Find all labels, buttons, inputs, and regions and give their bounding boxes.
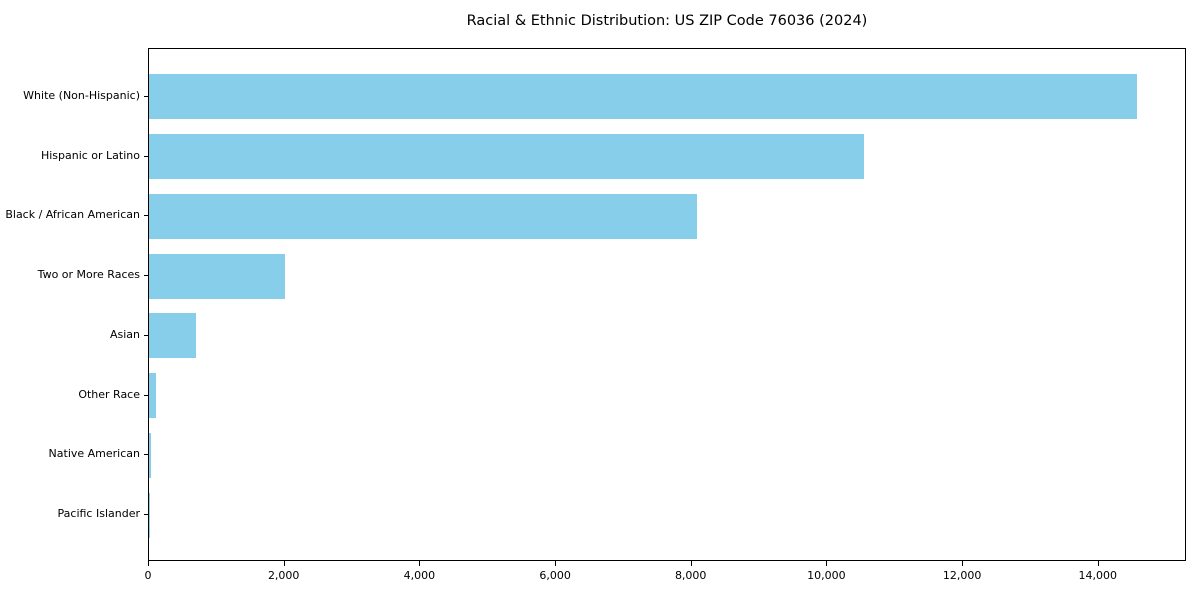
x-tick-label: 6,000 [539, 569, 571, 582]
x-tick-label: 4,000 [403, 569, 436, 582]
bar-asian [149, 313, 196, 359]
x-tick [419, 561, 421, 566]
x-tick-label: 8,000 [674, 569, 707, 582]
y-tick-label: Native American [48, 447, 140, 461]
bar-black-african-american [149, 193, 698, 239]
x-tick-label: 14,000 [1078, 569, 1118, 582]
y-tick [144, 95, 148, 97]
y-tick-label: Black / African American [5, 208, 140, 222]
bar-hispanic-or-latino [149, 134, 865, 180]
bar-white-non-hispanic [149, 74, 1138, 120]
x-tick [962, 561, 964, 566]
y-tick [144, 454, 148, 456]
plot-area [148, 48, 1186, 561]
y-tick-label: Other Race [78, 387, 140, 401]
y-tick [144, 155, 148, 157]
bar-native-american [149, 432, 151, 478]
x-tick-label: 12,000 [942, 569, 982, 582]
y-tick-label: White (Non-Hispanic) [23, 88, 140, 102]
x-tick-label: 10,000 [807, 569, 846, 582]
x-tick [148, 561, 149, 566]
y-tick [144, 334, 148, 336]
y-tick-label: Hispanic or Latino [40, 148, 140, 162]
y-tick [144, 275, 148, 277]
y-tick-label: Pacific Islander [57, 507, 140, 521]
x-tick [555, 561, 557, 566]
bar-two-or-more-races [149, 253, 285, 299]
x-tick [283, 561, 285, 566]
x-tick-label: 2,000 [267, 569, 300, 582]
y-tick [144, 514, 148, 516]
y-tick-label: Asian [109, 327, 140, 341]
chart-title: Racial & Ethnic Distribution: US ZIP Cod… [466, 13, 868, 29]
x-tick [826, 561, 828, 566]
bar-other-race [149, 373, 157, 419]
x-tick [1097, 561, 1099, 566]
x-tick [690, 561, 692, 566]
y-tick [144, 215, 148, 217]
y-tick [144, 394, 148, 396]
bar-pacific-islander [149, 492, 150, 538]
x-tick-label: 0 [144, 569, 152, 582]
y-tick-label: Two or More Races [37, 268, 140, 282]
